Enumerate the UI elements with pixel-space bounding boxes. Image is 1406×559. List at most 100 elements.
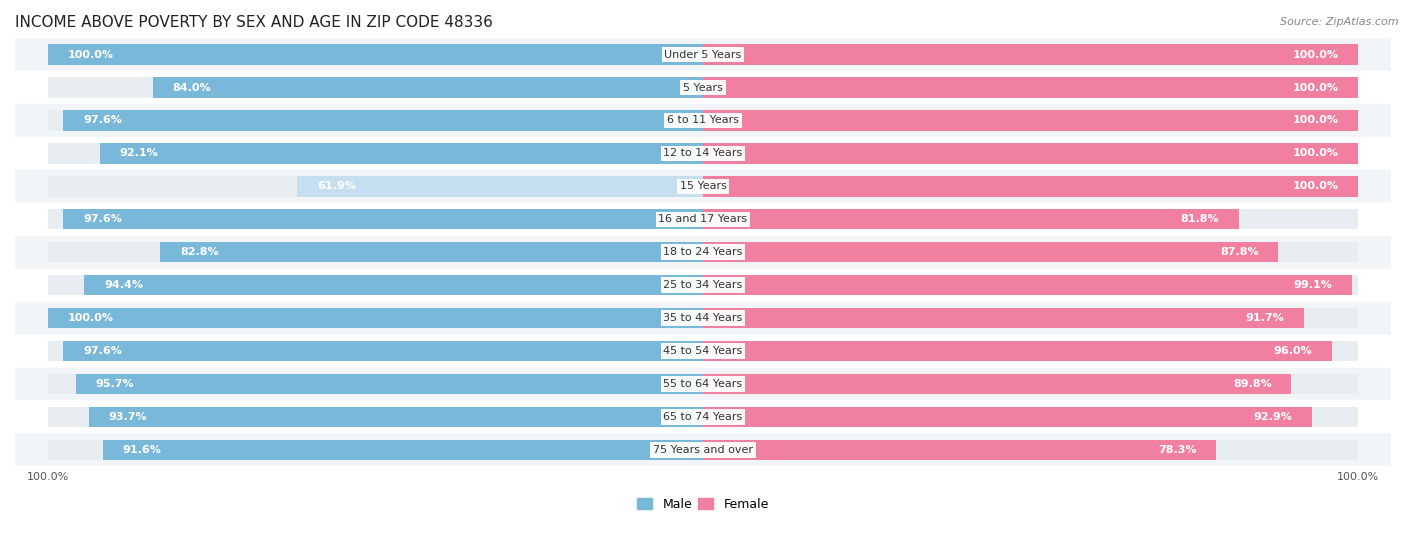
Bar: [48, 440, 703, 460]
Bar: [48, 143, 703, 164]
Bar: [48, 341, 703, 361]
Bar: [15, 335, 1391, 367]
Legend: Male, Female: Male, Female: [633, 493, 773, 516]
Text: 87.8%: 87.8%: [1220, 247, 1258, 257]
Bar: [63, 341, 703, 361]
Text: 94.4%: 94.4%: [104, 280, 143, 290]
Bar: [48, 242, 703, 262]
Text: 82.8%: 82.8%: [180, 247, 219, 257]
Bar: [15, 71, 1391, 104]
Bar: [48, 44, 703, 65]
Text: 84.0%: 84.0%: [173, 83, 211, 93]
Text: 97.6%: 97.6%: [83, 116, 122, 125]
Bar: [703, 143, 1358, 164]
Text: 18 to 24 Years: 18 to 24 Years: [664, 247, 742, 257]
Text: 5 Years: 5 Years: [683, 83, 723, 93]
Bar: [298, 176, 703, 197]
Text: 92.9%: 92.9%: [1253, 412, 1292, 422]
Bar: [703, 407, 1312, 427]
Bar: [48, 308, 703, 328]
Bar: [703, 374, 1291, 394]
Bar: [703, 308, 1358, 328]
Bar: [15, 137, 1391, 170]
Text: 100.0%: 100.0%: [67, 313, 114, 323]
Bar: [703, 77, 1358, 98]
Bar: [703, 407, 1358, 427]
Bar: [703, 44, 1358, 65]
Text: 95.7%: 95.7%: [96, 379, 134, 389]
Bar: [76, 374, 703, 394]
Text: 100.0%: 100.0%: [1292, 181, 1339, 191]
Text: 15 Years: 15 Years: [679, 181, 727, 191]
Bar: [48, 176, 703, 197]
Bar: [703, 374, 1358, 394]
Text: 78.3%: 78.3%: [1159, 445, 1197, 455]
Text: 96.0%: 96.0%: [1274, 346, 1312, 356]
Text: 6 to 11 Years: 6 to 11 Years: [666, 116, 740, 125]
Bar: [15, 236, 1391, 269]
Bar: [703, 242, 1358, 262]
Text: 92.1%: 92.1%: [120, 148, 157, 158]
Bar: [703, 275, 1358, 295]
Text: 61.9%: 61.9%: [318, 181, 356, 191]
Bar: [703, 110, 1358, 131]
Text: 97.6%: 97.6%: [83, 214, 122, 224]
Text: 16 and 17 Years: 16 and 17 Years: [658, 214, 748, 224]
Text: 55 to 64 Years: 55 to 64 Years: [664, 379, 742, 389]
Bar: [15, 302, 1391, 335]
Bar: [15, 269, 1391, 302]
Text: 100.0%: 100.0%: [1292, 83, 1339, 93]
Bar: [703, 176, 1358, 197]
Bar: [48, 44, 703, 65]
Text: Under 5 Years: Under 5 Years: [665, 50, 741, 60]
Bar: [703, 440, 1358, 460]
Bar: [89, 407, 703, 427]
Text: 91.6%: 91.6%: [122, 445, 162, 455]
Bar: [703, 440, 1216, 460]
Text: 100.0%: 100.0%: [67, 50, 114, 60]
Bar: [48, 374, 703, 394]
Text: 81.8%: 81.8%: [1181, 214, 1219, 224]
Bar: [48, 77, 703, 98]
Bar: [15, 203, 1391, 236]
Bar: [48, 275, 703, 295]
Text: 91.7%: 91.7%: [1246, 313, 1284, 323]
Text: 100.0%: 100.0%: [1292, 148, 1339, 158]
Bar: [703, 242, 1278, 262]
Text: 100.0%: 100.0%: [1292, 50, 1339, 60]
Bar: [703, 275, 1353, 295]
Bar: [703, 341, 1331, 361]
Text: 45 to 54 Years: 45 to 54 Years: [664, 346, 742, 356]
Bar: [63, 110, 703, 131]
Bar: [703, 77, 1358, 98]
Bar: [15, 433, 1391, 466]
Bar: [703, 176, 1358, 197]
Bar: [703, 44, 1358, 65]
Bar: [48, 407, 703, 427]
Text: 89.8%: 89.8%: [1233, 379, 1272, 389]
Bar: [703, 209, 1239, 230]
Text: 93.7%: 93.7%: [108, 412, 148, 422]
Bar: [703, 308, 1303, 328]
Text: 12 to 14 Years: 12 to 14 Years: [664, 148, 742, 158]
Bar: [703, 143, 1358, 164]
Bar: [15, 367, 1391, 400]
Text: Source: ZipAtlas.com: Source: ZipAtlas.com: [1281, 17, 1399, 27]
Text: 35 to 44 Years: 35 to 44 Years: [664, 313, 742, 323]
Bar: [100, 143, 703, 164]
Text: 97.6%: 97.6%: [83, 346, 122, 356]
Bar: [703, 209, 1358, 230]
Bar: [160, 242, 703, 262]
Text: 100.0%: 100.0%: [1292, 116, 1339, 125]
Text: 65 to 74 Years: 65 to 74 Years: [664, 412, 742, 422]
Bar: [63, 209, 703, 230]
Text: INCOME ABOVE POVERTY BY SEX AND AGE IN ZIP CODE 48336: INCOME ABOVE POVERTY BY SEX AND AGE IN Z…: [15, 15, 494, 30]
Bar: [15, 38, 1391, 71]
Bar: [703, 110, 1358, 131]
Bar: [15, 104, 1391, 137]
Bar: [48, 308, 703, 328]
Text: 25 to 34 Years: 25 to 34 Years: [664, 280, 742, 290]
Bar: [15, 170, 1391, 203]
Bar: [153, 77, 703, 98]
Bar: [703, 341, 1358, 361]
